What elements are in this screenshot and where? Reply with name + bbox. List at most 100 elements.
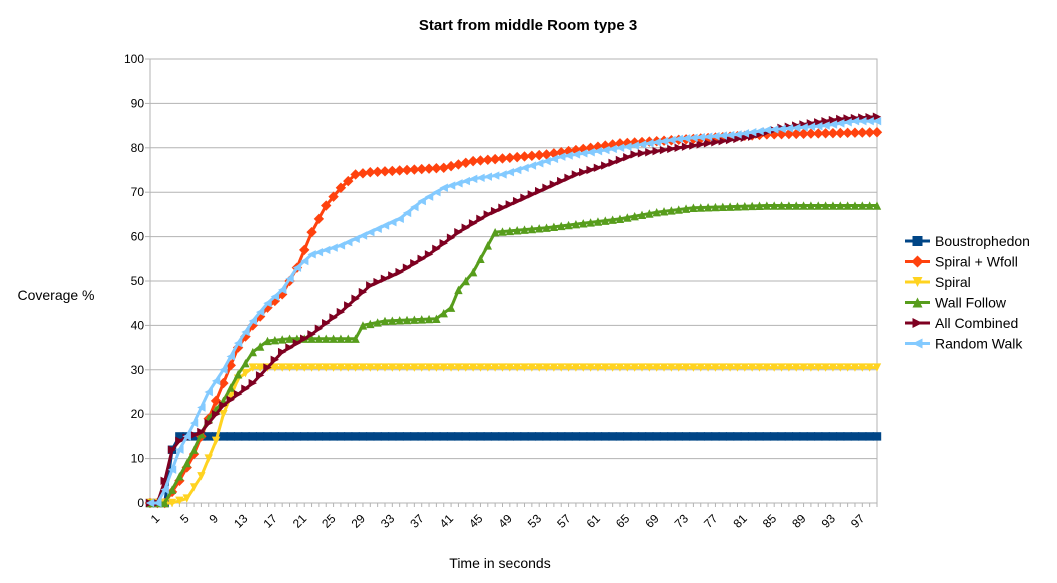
point-random-walk [476,173,485,182]
point-random-walk [711,131,720,141]
point-spiral [821,363,830,372]
point-boustrophedon [769,432,779,441]
point-boustrophedon [277,432,287,441]
point-random-walk [792,123,801,133]
point-boustrophedon [586,432,595,441]
point-wall-follow [490,227,500,237]
point-spiral [197,472,206,481]
point-random-walk [292,263,302,272]
point-wall-follow [579,219,588,228]
point-spiral [799,363,808,372]
point-random-walk [601,145,610,155]
point-spiral [828,363,838,372]
point-spiral [432,363,441,372]
point-spiral-wfoll [394,165,405,176]
point-random-walk [652,138,661,147]
point-random-walk [520,163,529,172]
point-all-combined [623,153,632,162]
point-wall-follow [439,308,448,318]
point-random-walk [571,150,581,159]
point-boustrophedon [725,432,735,441]
point-spiral [608,363,617,372]
point-spiral-wfoll [556,147,567,158]
point-wall-follow [285,334,294,343]
point-all-combined [828,115,838,125]
point-random-walk [725,130,735,140]
y-tick-label: 100 [124,52,144,66]
point-wall-follow [248,347,258,357]
point-spiral [505,363,515,372]
point-random-walk [542,156,551,166]
point-random-walk [535,159,544,168]
point-spiral [417,363,426,372]
point-spiral [593,363,603,372]
point-all-combined [233,390,243,399]
point-all-combined [395,267,404,277]
point-spiral [329,363,338,372]
point-spiral-wfoll [541,149,552,160]
point-boustrophedon [439,432,448,441]
point-all-combined [520,193,529,202]
point-boustrophedon [270,432,280,441]
point-wall-follow [432,314,441,323]
x-tick-label: 61 [584,511,604,531]
point-boustrophedon [843,432,852,441]
point-random-walk [380,221,390,230]
point-wall-follow [388,316,397,325]
point-spiral-wfoll [864,127,875,138]
point-spiral [711,363,720,372]
point-spiral-wfoll [438,162,449,173]
point-all-combined [417,254,426,263]
point-boustrophedon [755,432,764,441]
point-boustrophedon [850,432,860,441]
point-boustrophedon [204,432,213,441]
point-all-combined [542,183,551,192]
point-spiral-wfoll [578,143,589,155]
point-spiral [725,363,735,372]
y-tick-label: 10 [131,452,145,466]
point-boustrophedon [777,432,786,441]
point-boustrophedon [792,432,801,441]
legend-item-random-walk: Random Walk [905,336,1023,352]
point-spiral-wfoll [519,151,530,162]
point-random-walk [270,292,280,301]
point-spiral [527,363,537,372]
point-wall-follow [865,201,874,210]
point-random-walk [703,132,713,141]
point-boustrophedon [410,432,419,441]
point-random-walk [549,154,559,164]
point-random-walk [322,245,331,255]
point-wall-follow [454,285,463,295]
point-spiral [483,363,492,372]
point-spiral [637,363,647,372]
point-boustrophedon [571,432,581,441]
legend-item-boustrophedon: Boustrophedon [905,233,1030,249]
point-all-combined [865,112,874,122]
point-wall-follow [314,334,324,343]
point-spiral [366,363,375,372]
point-all-combined [461,223,470,232]
point-all-combined [263,363,272,372]
point-wall-follow [762,201,772,210]
point-all-combined [189,430,199,440]
point-all-combined [601,161,610,170]
point-wall-follow [535,224,544,233]
point-boustrophedon [175,432,184,441]
point-boustrophedon [601,432,610,441]
point-boustrophedon [535,432,544,441]
y-tick-label: 90 [131,96,145,110]
legend-item-spiral-wfoll: Spiral + Wfoll [905,254,1018,270]
point-boustrophedon [314,432,324,441]
point-spiral [689,363,698,372]
point-random-walk [512,165,522,175]
point-spiral [769,363,779,372]
point-spiral [307,363,316,372]
point-random-walk [865,116,874,126]
series-layer [144,112,883,509]
point-random-walk [454,179,463,188]
y-tick-label: 40 [131,318,145,332]
legend-label: Spiral + Wfoll [935,254,1018,270]
point-random-walk [263,299,272,308]
point-wall-follow [446,303,456,312]
series-random-walk [145,116,882,508]
